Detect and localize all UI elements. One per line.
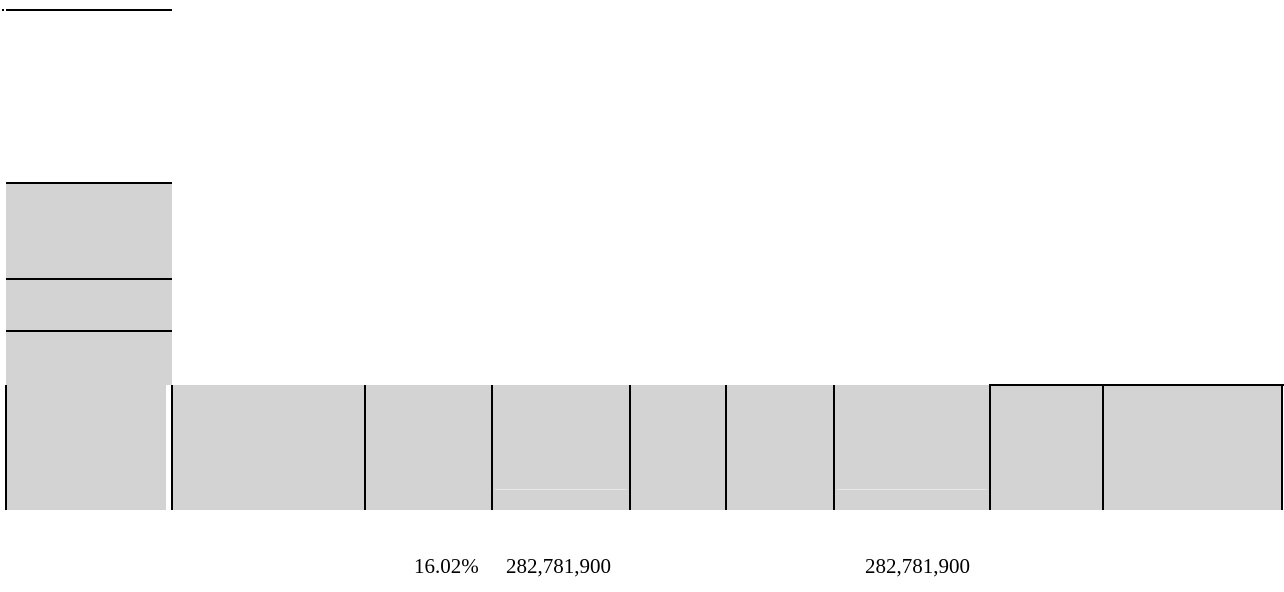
column-separator-2 [364,385,366,510]
left-header-rule-1 [6,182,172,184]
header-cell-subrule-2 [837,489,987,490]
amount-value-1: 282,781,900 [506,554,611,578]
column-separator-9 [1281,385,1283,510]
header-top-rule [989,384,1284,386]
column-separator-4 [629,385,631,510]
left-header-rule-2 [6,278,172,280]
column-separator-7 [989,385,991,510]
column-separator-8 [1102,385,1104,510]
left-header-block-middle [6,279,172,331]
header-column-gap [166,385,172,510]
column-separator-5 [725,385,727,510]
column-separator-1 [171,385,173,510]
header-row [6,385,1282,510]
percent-value: 16.02% [414,554,479,578]
left-header-rule-3 [6,330,172,332]
column-separator-6 [833,385,835,510]
left-header-block-lower [6,332,172,385]
left-header-block-upper [6,183,172,278]
column-separator-3 [491,385,493,510]
top-rule [6,9,172,11]
leader-dot [2,9,4,11]
header-cell-subrule-1 [495,489,627,490]
amount-value-2: 282,781,900 [865,554,970,578]
column-separator-0 [5,385,7,510]
